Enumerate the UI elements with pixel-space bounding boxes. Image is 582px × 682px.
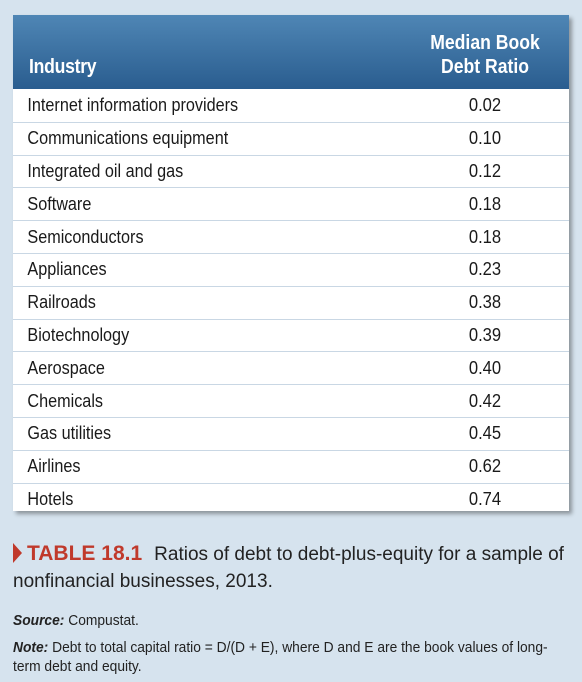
industry-cell: Integrated oil and gas: [27, 160, 184, 181]
table-row: Railroads 0.38: [13, 287, 569, 320]
table-header: Industry Median Book Debt Ratio: [13, 15, 569, 89]
ratio-cell: 0.18: [468, 226, 502, 247]
table-row: Internet information providers 0.02: [13, 90, 569, 123]
table-caption: TABLE 18.1 Ratios of debt to debt-plus-eq…: [13, 540, 569, 595]
table-row: Integrated oil and gas 0.12: [13, 156, 569, 189]
ratio-cell: 0.12: [468, 160, 502, 181]
table-body: Internet information providers 0.02 Commun…: [13, 89, 569, 511]
table-row: Communications equipment 0.10: [13, 123, 569, 156]
ratio-cell: 0.74: [468, 488, 502, 509]
note-text: Debt to total capital ratio = D/(D + E),…: [13, 639, 548, 675]
source-text: Compustat.: [68, 612, 139, 629]
ratio-cell: 0.23: [468, 259, 502, 280]
header-ratio-line2: Debt Ratio: [441, 56, 529, 78]
table-row: Biotechnology 0.39: [13, 320, 569, 353]
table-row: Aerospace 0.40: [13, 352, 569, 386]
table-row: Chemicals 0.42: [13, 385, 569, 418]
table-row: Airlines 0.62: [13, 451, 569, 484]
ratio-cell: 0.39: [468, 324, 502, 345]
caption-label: TABLE 18.1: [27, 542, 143, 565]
ratio-cell: 0.40: [468, 357, 502, 378]
industry-cell: Biotechnology: [27, 324, 130, 345]
ratio-cell: 0.10: [468, 128, 502, 149]
ratio-cell: 0.38: [468, 292, 502, 313]
industry-cell: Aerospace: [27, 357, 105, 378]
source-label: Source:: [13, 612, 65, 629]
table-row: Software 0.18: [13, 188, 569, 222]
industry-cell: Gas utilities: [27, 423, 112, 444]
industry-cell: Communications equipment: [27, 128, 229, 149]
table-row: Appliances 0.23: [13, 254, 569, 287]
caption-text: Ratios of debt to debt-plus-equity for a…: [13, 544, 564, 592]
header-ratio-line1: Median Book: [430, 32, 540, 54]
header-industry: Industry: [29, 56, 97, 78]
header-debt-ratio: Median Book Debt Ratio: [423, 31, 546, 79]
industry-cell: Hotels: [27, 488, 74, 509]
industry-cell: Software: [27, 193, 92, 214]
ratio-cell: 0.62: [468, 456, 502, 477]
ratio-cell: 0.02: [468, 95, 502, 116]
table-row: Semiconductors 0.18: [13, 221, 569, 254]
ratio-cell: 0.18: [468, 193, 502, 214]
industry-cell: Appliances: [27, 259, 107, 280]
industry-cell: Chemicals: [27, 390, 104, 411]
note-label: Note:: [13, 639, 49, 656]
ratio-cell: 0.42: [468, 390, 502, 411]
caption-marker-icon: [13, 543, 22, 563]
table-row: Gas utilities 0.45: [13, 418, 569, 451]
industry-cell: Airlines: [27, 456, 81, 477]
industry-cell: Internet information providers: [27, 95, 239, 116]
note-line: Note: Debt to total capital ratio = D/(D…: [13, 638, 565, 676]
source-line: Source: Compustat.: [13, 612, 525, 629]
industry-cell: Semiconductors: [27, 226, 144, 247]
table-row: Hotels 0.74: [13, 484, 569, 511]
ratio-cell: 0.45: [468, 423, 502, 444]
industry-cell: Railroads: [27, 292, 96, 313]
debt-ratio-table: Industry Median Book Debt Ratio Internet…: [13, 15, 569, 511]
